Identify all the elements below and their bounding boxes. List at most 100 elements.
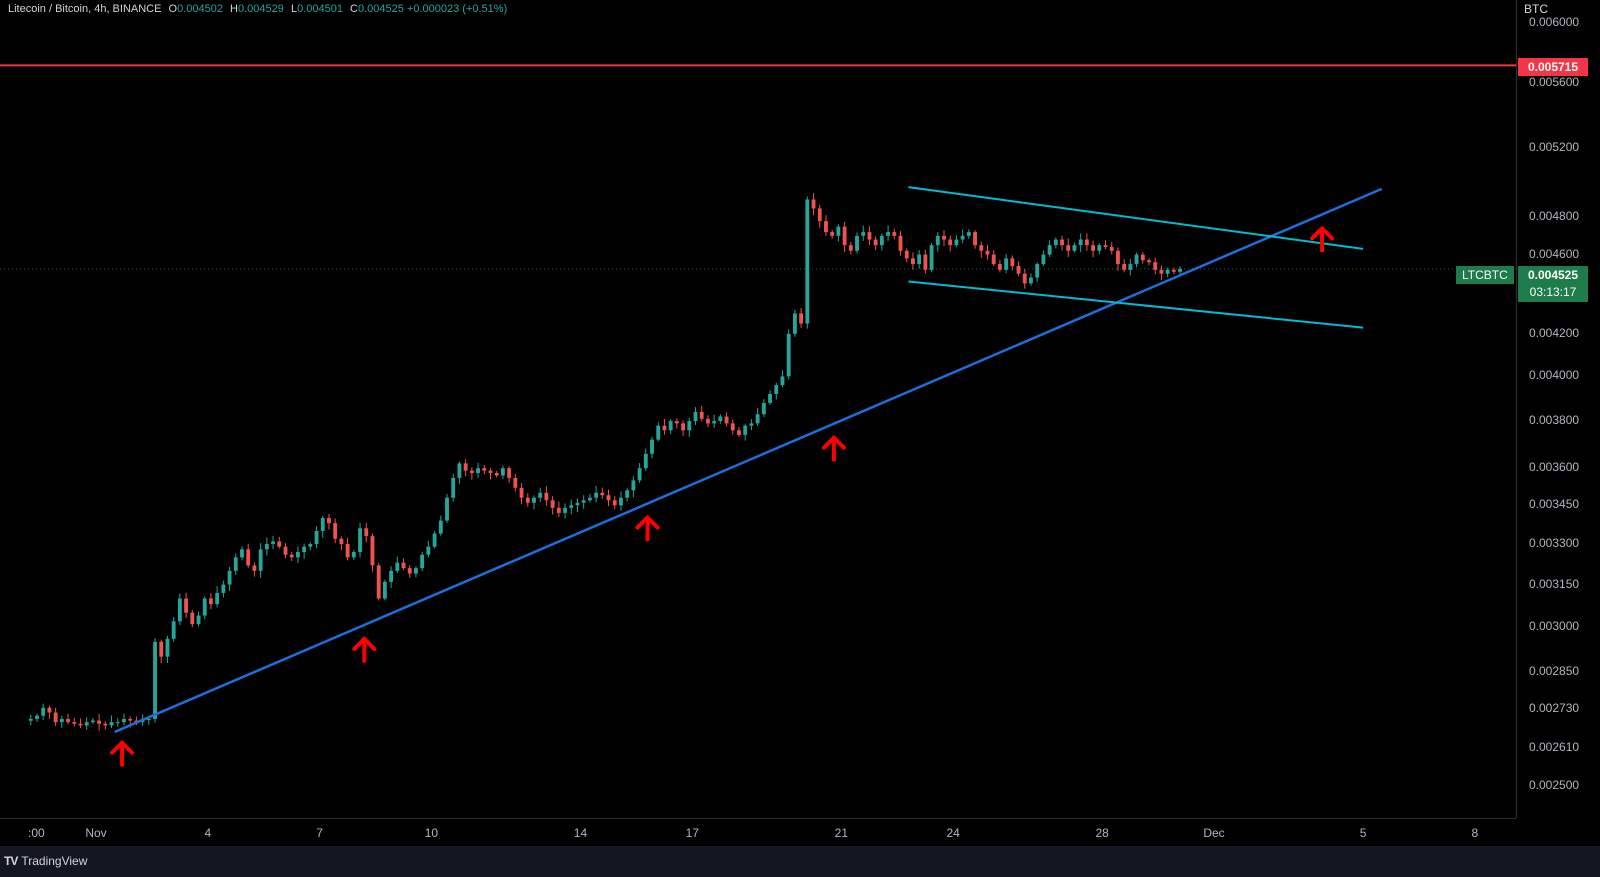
candle-body bbox=[240, 549, 244, 558]
price-axis[interactable]: 0.006000 0.005600 0.005200 0.004800 0.004600… bbox=[1516, 0, 1600, 818]
candle-body bbox=[109, 722, 114, 726]
candle-body bbox=[358, 528, 362, 552]
candle-body bbox=[706, 418, 710, 424]
candle-body bbox=[637, 468, 642, 481]
price-chart[interactable] bbox=[0, 0, 1516, 818]
candle-body bbox=[252, 565, 257, 571]
candle-body bbox=[78, 723, 83, 726]
candle-body bbox=[451, 477, 456, 498]
candle-body bbox=[271, 541, 275, 545]
candle-body bbox=[966, 232, 971, 236]
time-axis[interactable]: :00 Nov 4 7 10 14 17 21 24 28 Dec 5 8 bbox=[0, 818, 1516, 847]
candle-body bbox=[1116, 250, 1120, 265]
candle-body bbox=[830, 232, 835, 236]
candle-body bbox=[668, 421, 673, 431]
candle-body bbox=[581, 500, 586, 503]
candle-body bbox=[438, 520, 443, 534]
candle-body bbox=[190, 612, 195, 625]
candle-body bbox=[1060, 239, 1064, 246]
support-touch-arrow bbox=[635, 515, 660, 542]
chart-pane[interactable]: Litecoin / Bitcoin, 4h, BINANCE O0.00450… bbox=[0, 0, 1516, 818]
candle-body bbox=[761, 402, 766, 415]
price-tick-label: 0.002500 bbox=[1529, 778, 1580, 792]
candle-body bbox=[364, 528, 369, 537]
candle-body bbox=[476, 468, 480, 474]
candle-body bbox=[929, 245, 934, 270]
candle-body bbox=[780, 376, 785, 386]
candle-body bbox=[811, 199, 816, 209]
candle-body bbox=[525, 497, 530, 503]
candle-body bbox=[1103, 245, 1108, 248]
candle-body bbox=[264, 544, 269, 550]
last-price-tag: 0.004525 03:13:17 bbox=[1518, 266, 1588, 302]
candle-body bbox=[308, 544, 313, 547]
candle-body bbox=[445, 497, 449, 521]
candle-body bbox=[1147, 260, 1151, 263]
candle-body bbox=[948, 239, 953, 246]
candle-body bbox=[414, 568, 418, 574]
candle-body bbox=[351, 551, 356, 558]
candle-body bbox=[556, 507, 561, 513]
candle-body bbox=[401, 562, 406, 569]
candle-body bbox=[575, 502, 580, 506]
candle-body bbox=[1066, 245, 1071, 251]
candle-body bbox=[817, 208, 822, 222]
candle-body bbox=[538, 492, 543, 498]
bar-countdown: 03:13:17 bbox=[1529, 285, 1577, 299]
tradingview-logo[interactable]: TV TradingView bbox=[4, 854, 87, 868]
candle-body bbox=[1022, 273, 1027, 284]
candle-body bbox=[1016, 266, 1021, 274]
time-tick-label: 21 bbox=[834, 826, 849, 840]
time-tick-label: 14 bbox=[573, 826, 588, 840]
candle-body bbox=[842, 226, 847, 246]
candle-body bbox=[196, 615, 201, 625]
price-tick-label: 0.004000 bbox=[1529, 368, 1580, 383]
candle-body bbox=[674, 421, 679, 424]
candle-body bbox=[550, 500, 555, 508]
close-value: 0.004525 bbox=[357, 3, 404, 15]
candle-body bbox=[382, 581, 387, 599]
candle-body bbox=[209, 598, 213, 605]
candle-body bbox=[693, 411, 698, 422]
candle-body bbox=[463, 463, 468, 471]
candle-body bbox=[513, 477, 518, 488]
candle-body bbox=[177, 598, 182, 622]
candle-body bbox=[128, 718, 133, 721]
candle-body bbox=[1041, 254, 1046, 265]
price-tick-label: 0.003450 bbox=[1529, 497, 1580, 512]
price-tick-label: 0.003000 bbox=[1529, 619, 1580, 634]
candle-body bbox=[1010, 258, 1015, 267]
price-tick-label: 0.004800 bbox=[1529, 209, 1580, 224]
candle-body bbox=[283, 546, 288, 555]
candle-body bbox=[699, 411, 704, 419]
candle-body bbox=[519, 487, 524, 498]
high-value: 0.004529 bbox=[238, 3, 284, 15]
candle-body bbox=[345, 544, 350, 558]
candle-body bbox=[743, 425, 748, 435]
support-trendline bbox=[114, 187, 1383, 734]
tv-mark-icon: TV bbox=[4, 854, 18, 868]
candle-body bbox=[861, 232, 866, 236]
candle-body bbox=[724, 416, 729, 424]
candle-body bbox=[395, 562, 400, 571]
candle-body bbox=[295, 551, 300, 558]
candle-body bbox=[973, 232, 977, 246]
candle-body bbox=[662, 425, 667, 431]
time-tick-label: 17 bbox=[685, 826, 699, 840]
candle-body bbox=[824, 221, 828, 233]
candle-body bbox=[774, 385, 779, 394]
candle-body bbox=[892, 232, 897, 236]
candle-body bbox=[115, 722, 120, 724]
candle-body bbox=[923, 254, 928, 270]
candle-body bbox=[122, 718, 126, 723]
time-tick-label: 28 bbox=[1095, 826, 1109, 840]
candle-body bbox=[1053, 239, 1058, 246]
candle-body bbox=[333, 523, 338, 539]
candle-body bbox=[84, 722, 89, 726]
price-tick-label: 0.003300 bbox=[1529, 536, 1580, 551]
price-tick-label: 0.005200 bbox=[1529, 139, 1580, 154]
candle-body bbox=[227, 570, 232, 585]
candle-body bbox=[302, 546, 307, 552]
candle-body bbox=[1097, 245, 1102, 251]
candle-body bbox=[407, 568, 412, 574]
